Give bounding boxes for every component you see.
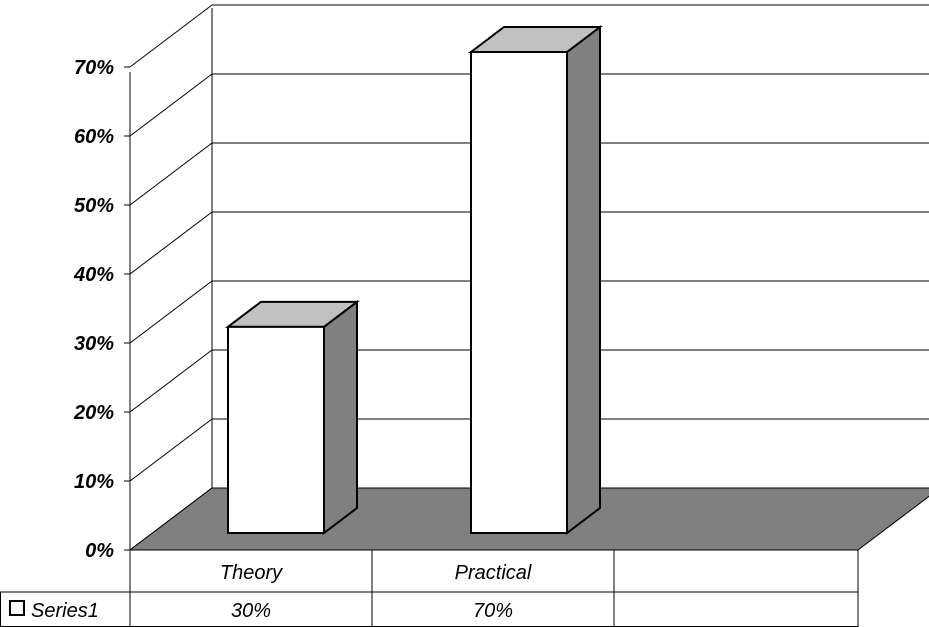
bar-front xyxy=(470,51,568,534)
y-axis: 0% 10% 20% 30% 40% 50% 60% 70% xyxy=(73,57,130,562)
y-tick-label: 20% xyxy=(73,402,114,424)
left-wall-gridline xyxy=(129,349,213,413)
left-wall-gridline xyxy=(129,4,213,68)
y-tick-label: 30% xyxy=(74,333,114,355)
bar-theory xyxy=(225,299,360,536)
left-wall-gridline xyxy=(129,73,213,137)
left-wall-gridline xyxy=(129,211,213,275)
y-tick-label: 70% xyxy=(74,57,114,79)
y-tick-label: 60% xyxy=(74,126,114,148)
y-tick-label: 0% xyxy=(85,540,114,562)
bar-side xyxy=(566,24,601,536)
left-wall-gridline xyxy=(129,280,213,344)
legend-label: Series1 xyxy=(31,600,99,622)
category-label: Practical xyxy=(455,562,532,584)
data-value-label: 30% xyxy=(231,600,271,622)
legend-swatch xyxy=(9,600,25,616)
y-tick-label: 50% xyxy=(74,195,114,217)
y-tick-label: 40% xyxy=(73,264,114,286)
data-value-label: 70% xyxy=(473,600,513,622)
category-label: Theory xyxy=(220,562,283,584)
left-wall-gridline xyxy=(129,418,213,482)
y-tick-label: 10% xyxy=(74,471,114,493)
bars xyxy=(225,24,603,536)
bar-front xyxy=(227,325,325,534)
left-wall-gridline xyxy=(129,142,213,206)
bar-practical xyxy=(468,24,603,536)
data-table: Theory Practical Series1 30% 70% xyxy=(0,550,859,627)
bar-side xyxy=(323,299,358,536)
